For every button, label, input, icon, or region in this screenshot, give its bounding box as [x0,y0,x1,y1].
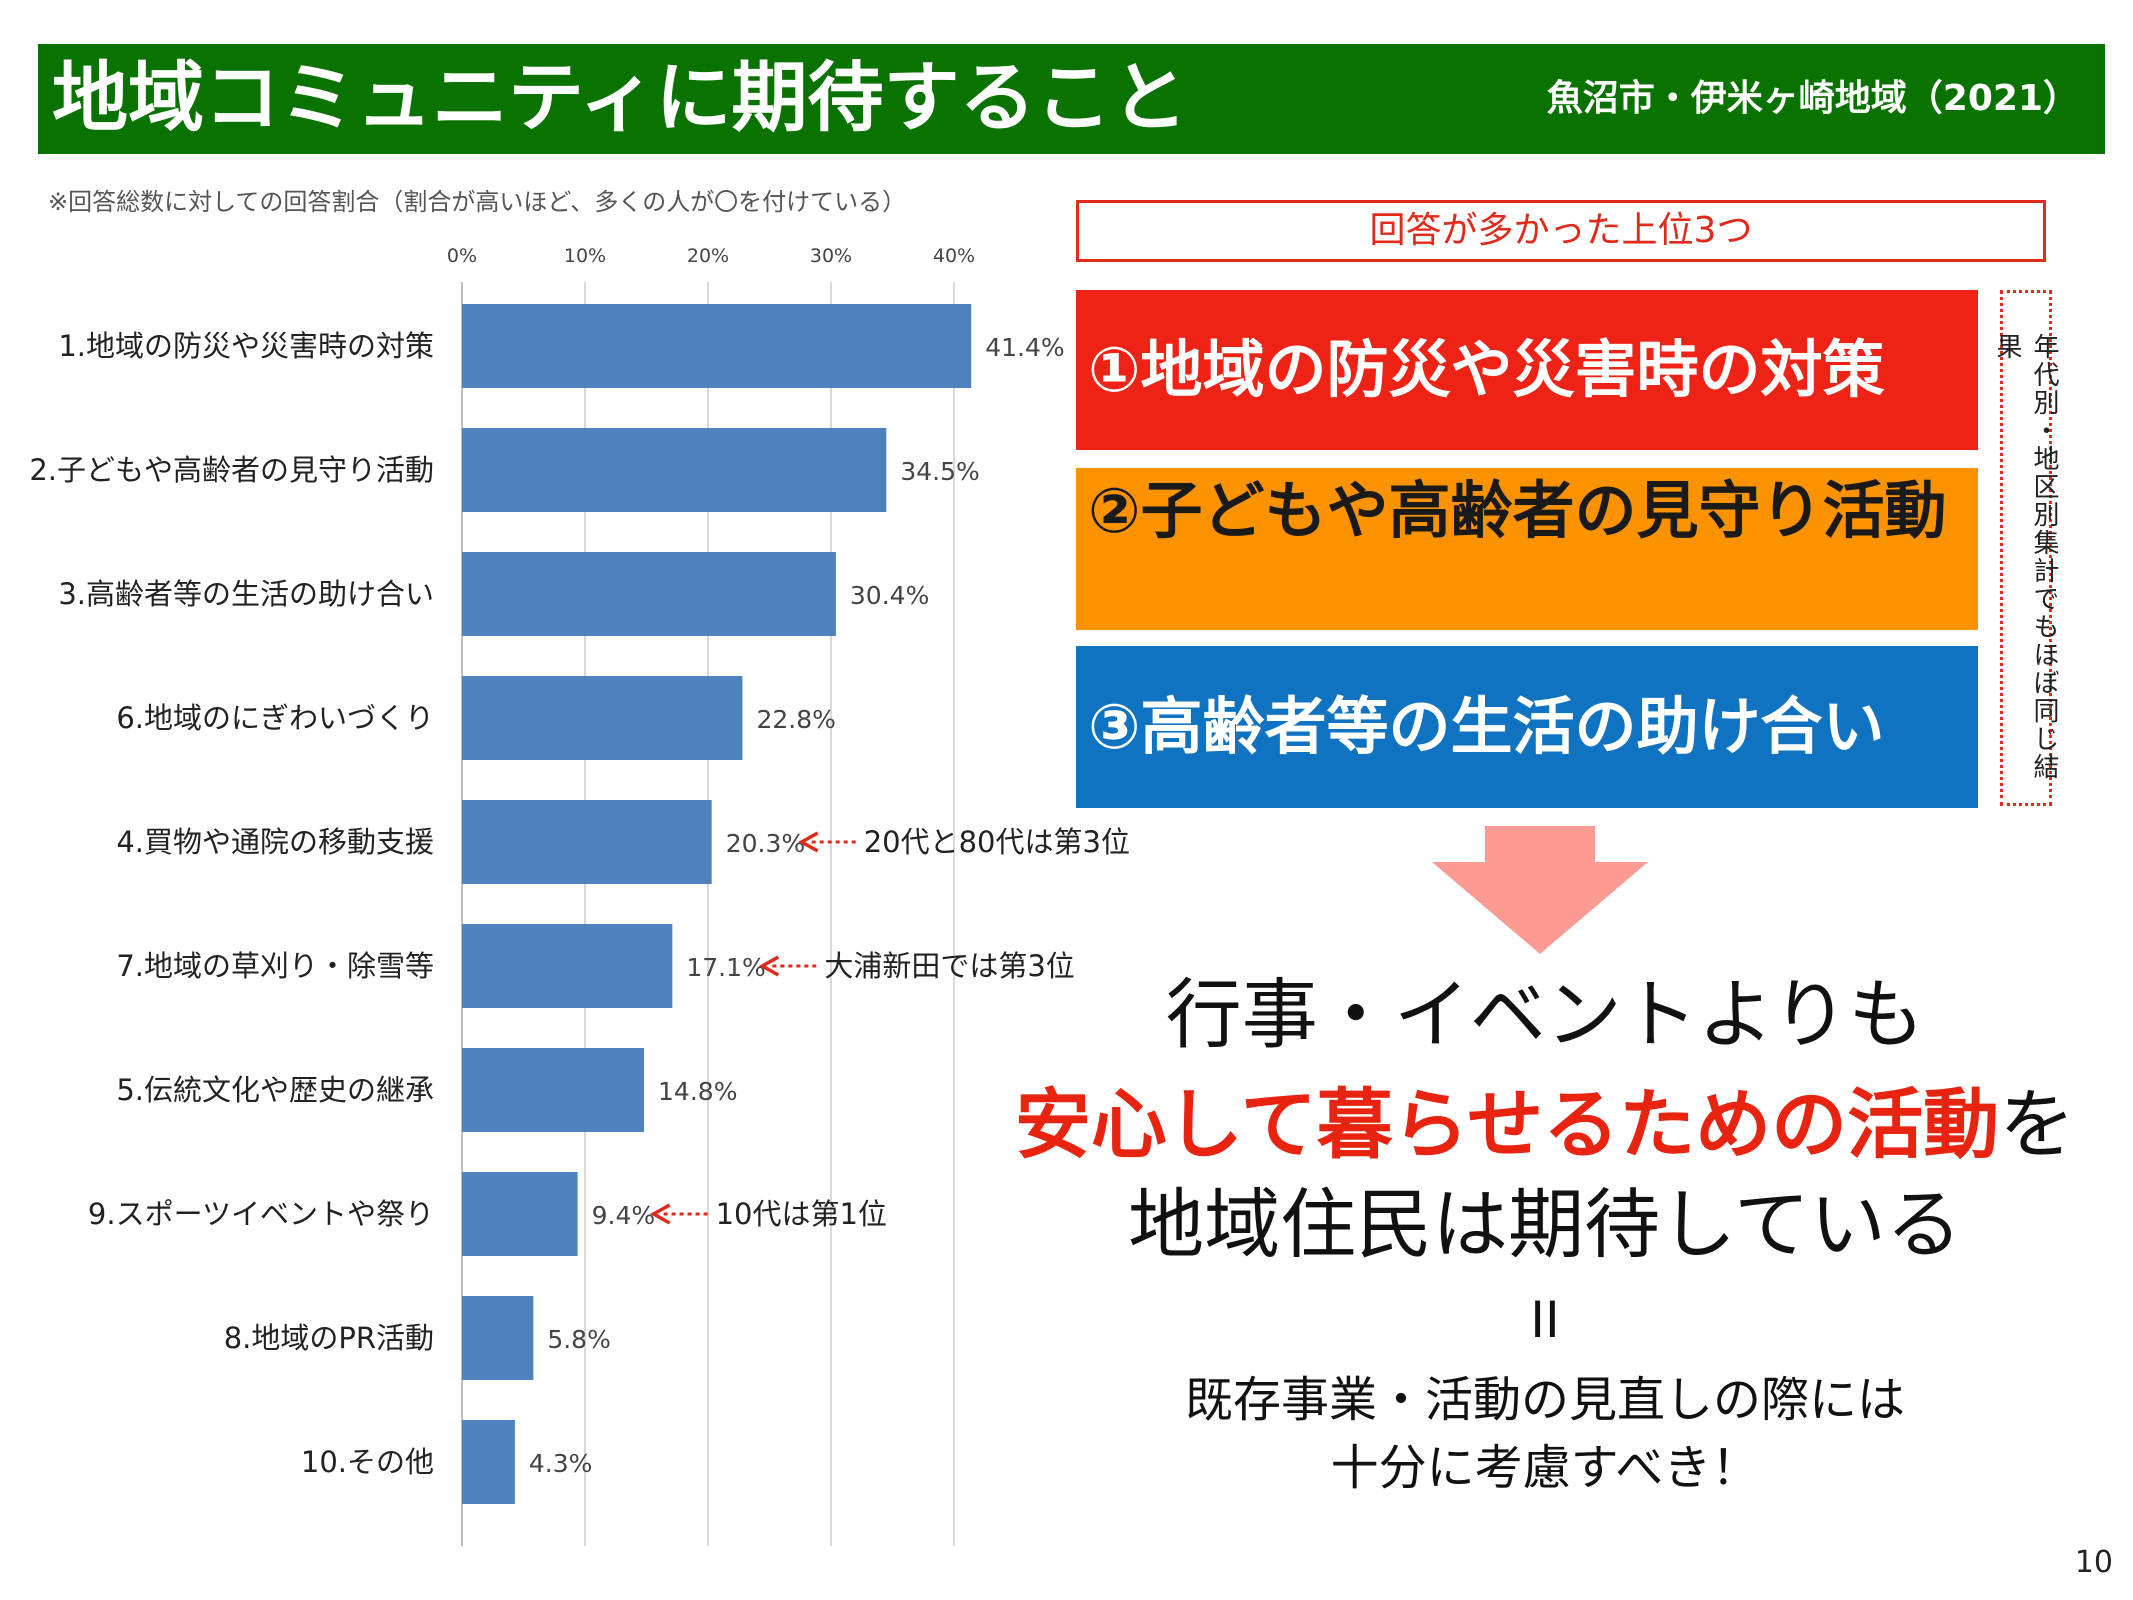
data-label: 4.3% [529,1449,593,1478]
bar-chart: 0% 10% 20% 30% 40% 1.地域の防災や災害時の対策 41.4% 2.子どもや高… [29,245,1130,1546]
annotation-text: 10代は第1位 [716,1197,887,1231]
conclusion-line1: 行事・イベントよりも [1165,970,1925,1059]
bar [462,1172,578,1256]
chart-note: ※回答総数に対しての回答割合（割合が高いほど、多くの人が〇を付けている） [48,188,907,216]
category-label: 8.地域のPR活動 [224,1321,434,1355]
bar [462,800,712,884]
category-label: 3.高齢者等の生活の助け合い [58,577,434,611]
category-label: 6.地域のにぎわいづくり [116,701,434,735]
rank-3-box: ③高齢者等の生活の助け合い [1076,646,1978,808]
x-tick-label: 0% [447,245,477,267]
title-bar: 地域コミュニティに期待すること 魚沼市・伊米ヶ崎地域（2021） [38,44,2105,154]
page-subtitle: 魚沼市・伊米ヶ崎地域（2021） [1546,78,2079,119]
x-tick-label: 10% [564,245,606,267]
side-note: 年代別・地区別集計でもほぼ同じ結果 [1992,290,2059,806]
conclusion-line5: 十分に考慮すべき！ [1330,1440,1760,1496]
down-arrow-icon [1432,826,1648,954]
conclusion-highlight: 安心して暮らせるための活動 [1014,1080,2000,1169]
bar [462,428,887,512]
data-label: 20.3% [726,829,805,858]
category-label: 1.地域の防災や災害時の対策 [58,329,434,363]
annotation-text: 20代と80代は第3位 [864,825,1130,859]
data-label: 22.8% [756,705,835,734]
data-label: 41.4% [985,333,1064,362]
annotation-arrowhead [758,955,780,977]
category-label: 2.子どもや高齢者の見守り活動 [29,453,434,487]
page-number: 10 [2074,1545,2113,1580]
data-label: 17.1% [686,953,765,982]
category-label: 9.スポーツイベントや祭り [88,1197,434,1231]
data-label: 9.4% [592,1201,656,1230]
bar [462,1296,534,1380]
x-tick-label: 20% [687,245,729,267]
x-tick-label: 40% [933,245,975,267]
category-label: 7.地域の草刈り・除雪等 [116,949,434,983]
data-label: 5.8% [547,1325,611,1354]
rank-2-box: ②子どもや高齢者の見守り活動 [1076,468,1978,630]
bar [462,676,743,760]
page-title: 地域コミュニティに期待すること [52,53,1188,142]
bar [462,1048,645,1132]
bar [462,304,972,388]
bar [462,924,673,1008]
conclusion-line4: 既存事業・活動の見直しの際には [1184,1372,1905,1428]
annotation-arrowhead [798,831,819,853]
rank-1-box: ①地域の防災や災害時の対策 [1076,290,1978,450]
annotation-text: 大浦新田では第3位 [824,949,1074,983]
annotation-arrowhead [650,1203,671,1225]
conclusion-line2-tail: を [1999,1080,2076,1169]
category-label: 5.伝統文化や歴史の継承 [116,1073,434,1107]
data-label: 34.5% [900,457,979,486]
category-label: 4.買物や通院の移動支援 [116,825,434,859]
category-label: 10.その他 [301,1445,434,1479]
top3-header: 回答が多かった上位3つ [1076,200,2046,262]
equals-sign: II [1530,1291,1560,1349]
x-tick-label: 30% [810,245,852,267]
data-label: 14.8% [658,1077,737,1106]
data-label: 30.4% [850,581,929,610]
bar [462,552,836,636]
bar [462,1420,515,1504]
conclusion-line3: 地域住民は期待している [1128,1180,1962,1269]
conclusion-line2: 安心して暮らせるための活動を [980,1080,2110,1170]
